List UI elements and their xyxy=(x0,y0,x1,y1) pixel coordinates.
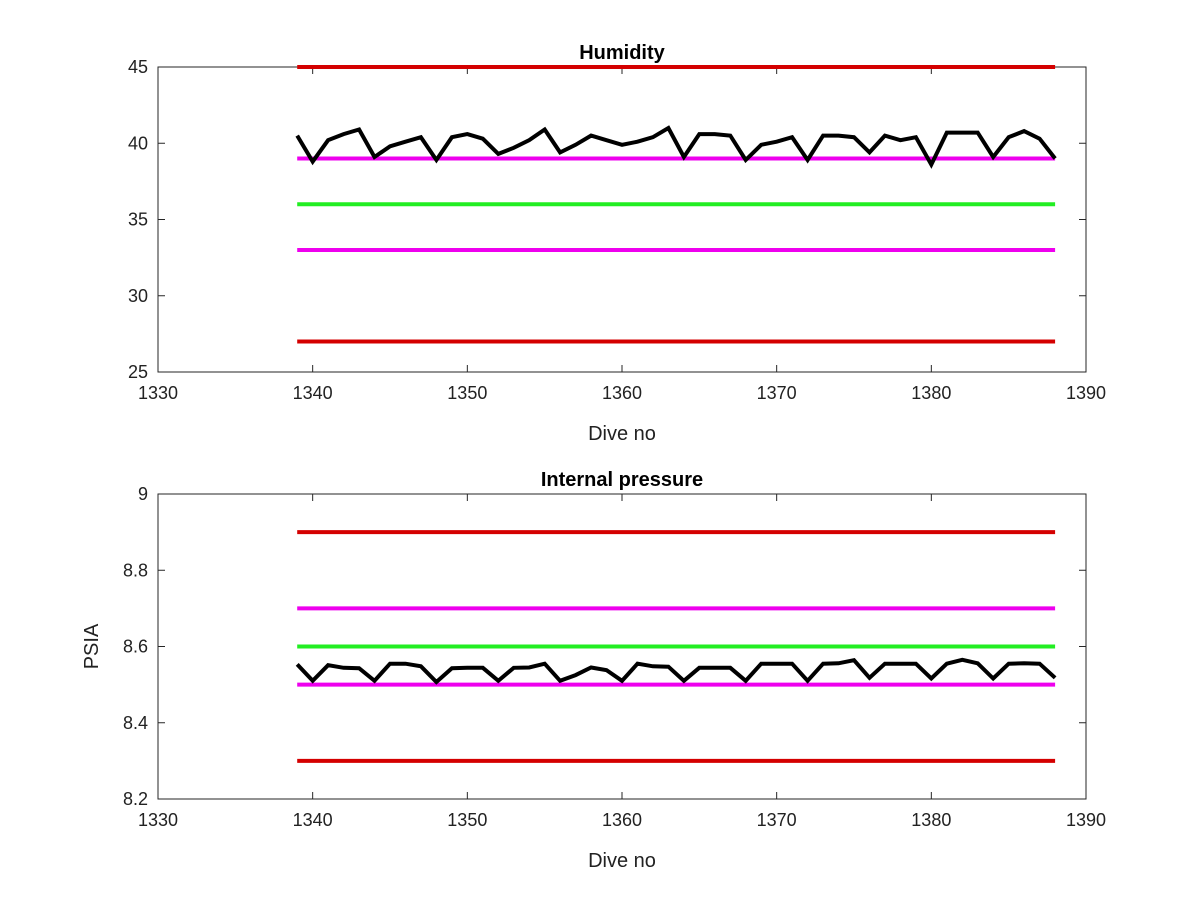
chart-title: Humidity xyxy=(579,42,665,64)
x-tick-label: 1340 xyxy=(293,810,333,830)
y-tick-label: 25 xyxy=(128,362,148,382)
x-tick-label: 1360 xyxy=(602,383,642,403)
y-tick-label: 8.4 xyxy=(123,713,148,733)
x-tick-label: 1370 xyxy=(757,383,797,403)
x-tick-label: 1360 xyxy=(602,810,642,830)
x-axis-label: Dive no xyxy=(588,850,656,872)
y-tick-label: 8.8 xyxy=(123,560,148,580)
y-tick-label: 9 xyxy=(138,484,148,504)
y-axis-label: PSIA xyxy=(81,623,103,669)
x-tick-label: 1330 xyxy=(138,383,178,403)
y-tick-label: 35 xyxy=(128,210,148,230)
x-tick-label: 1370 xyxy=(757,810,797,830)
x-tick-label: 1380 xyxy=(911,810,951,830)
y-tick-label: 8.2 xyxy=(123,789,148,809)
data-series-line xyxy=(295,125,1057,169)
y-tick-label: 30 xyxy=(128,286,148,306)
x-tick-label: 1350 xyxy=(447,810,487,830)
x-tick-label: 1330 xyxy=(138,810,178,830)
y-tick-label: 45 xyxy=(128,57,148,77)
x-tick-label: 1350 xyxy=(447,383,487,403)
x-tick-label: 1390 xyxy=(1066,383,1106,403)
y-tick-label: 8.6 xyxy=(123,637,148,657)
x-tick-label: 1390 xyxy=(1066,810,1106,830)
plot-area xyxy=(157,66,1087,373)
x-tick-label: 1340 xyxy=(293,383,333,403)
chart-panel-2: 1330 1340 1350 1360 1370 1380 1390 8.2 8.4 8.6 8.8… xyxy=(81,469,1106,872)
data-series-line xyxy=(295,657,1057,685)
x-axis-label: Dive no xyxy=(588,423,656,445)
x-tick-label: 1380 xyxy=(911,383,951,403)
chart-panel-1: 1330 1340 1350 1360 1370 1380 1390 25 30 35 40 45 Hu… xyxy=(128,42,1106,445)
chart-title: Internal pressure xyxy=(541,469,703,491)
y-tick-label: 40 xyxy=(128,133,148,153)
